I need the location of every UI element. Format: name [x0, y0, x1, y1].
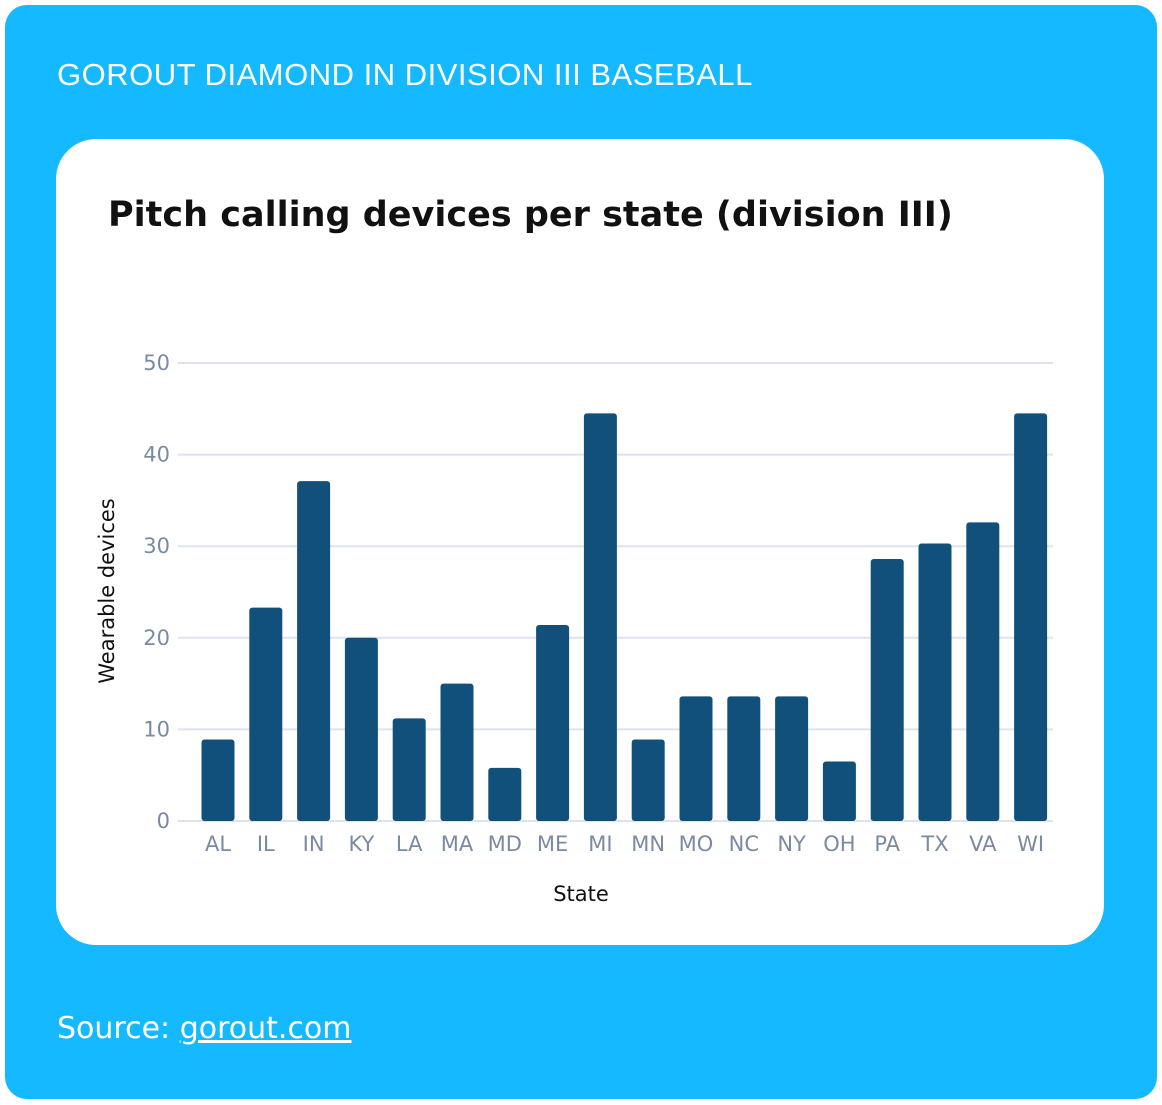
bar-al — [201, 739, 235, 821]
bar-ma — [440, 683, 474, 821]
bar-ky — [344, 637, 378, 821]
x-tick-label: OH — [823, 832, 855, 856]
y-tick-label: 20 — [143, 626, 170, 650]
bar-tx — [918, 543, 952, 821]
x-tick-label: MN — [631, 832, 665, 856]
y-axis-label: Wearable devices — [95, 498, 119, 684]
x-tick-label: MA — [441, 832, 474, 856]
x-tick-label: IL — [257, 832, 275, 856]
bar-mn — [631, 739, 665, 821]
bar-la — [392, 718, 426, 821]
bar-il — [249, 607, 283, 821]
bar-oh — [822, 761, 856, 821]
bar-mi — [583, 413, 617, 821]
x-tick-label: VA — [969, 832, 997, 856]
bar-ny — [775, 696, 809, 821]
x-axis-label: State — [553, 882, 609, 906]
chart-title: Pitch calling devices per state (divisio… — [108, 195, 953, 235]
x-tick-label: MI — [588, 832, 612, 856]
x-tick-label: WI — [1017, 832, 1044, 856]
bar-va — [966, 522, 1000, 821]
bar-pa — [870, 559, 904, 821]
bar-in — [297, 481, 331, 821]
y-tick-label: 0 — [157, 809, 170, 833]
source-link[interactable]: gorout.com — [179, 1011, 352, 1046]
x-tick-label: NY — [777, 832, 806, 856]
x-tick-label: MD — [488, 832, 522, 856]
bar-md — [488, 767, 522, 821]
bar-wi — [1014, 413, 1048, 821]
bar-nc — [727, 696, 761, 821]
x-tick-label: TX — [920, 832, 948, 856]
x-tick-label: IN — [303, 832, 325, 856]
x-tick-label: AL — [205, 832, 231, 856]
y-tick-label: 10 — [143, 717, 170, 741]
source-line: Source: gorout.com — [57, 1011, 352, 1046]
x-tick-label: LA — [396, 832, 423, 856]
y-tick-label: 50 — [143, 351, 170, 375]
y-tick-label: 40 — [143, 443, 170, 467]
bar-mo — [679, 696, 713, 821]
x-tick-label: ME — [537, 832, 568, 856]
brand-title: GOROUT DIAMOND IN DIVISION III BASEBALL — [57, 57, 753, 92]
x-tick-label: NC — [729, 832, 759, 856]
source-label: Source: — [57, 1011, 171, 1046]
bar-me — [536, 624, 570, 821]
y-tick-label: 30 — [143, 534, 170, 558]
x-tick-label: KY — [348, 832, 374, 856]
x-tick-label: MO — [679, 832, 714, 856]
x-tick-label: PA — [874, 832, 900, 856]
